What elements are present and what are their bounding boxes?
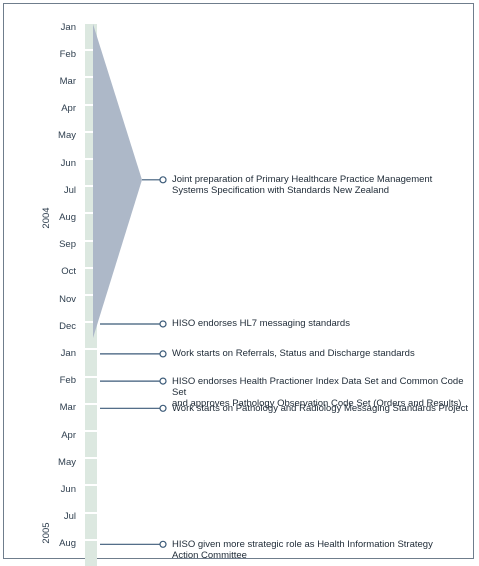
month-label: May bbox=[58, 130, 76, 142]
event-text-line: and approves Pathology Observation Code … bbox=[172, 397, 462, 409]
timeline-bar-segment bbox=[85, 540, 97, 566]
timeline-bar-segment bbox=[85, 459, 97, 485]
month-label: Aug bbox=[59, 538, 76, 550]
event-marker bbox=[159, 540, 167, 548]
month-label: Jan bbox=[60, 347, 76, 359]
event-description: HISO endorses Health Practioner Index Da… bbox=[172, 376, 479, 409]
month-label: Apr bbox=[61, 429, 76, 441]
month-label: Feb bbox=[59, 375, 76, 387]
event-marker bbox=[159, 377, 167, 385]
event-marker bbox=[159, 350, 167, 358]
timeline-bar-segment bbox=[85, 432, 97, 458]
range-wedge bbox=[93, 24, 142, 338]
event-text-line: Work starts on Pathology and Radiology M… bbox=[172, 402, 469, 414]
month-label: Jun bbox=[60, 157, 76, 169]
month-label: Aug bbox=[59, 211, 76, 223]
event-description: Joint preparation of Primary Healthcare … bbox=[172, 174, 432, 196]
event-text-line: HISO endorses Health Practioner Index Da… bbox=[172, 375, 464, 398]
month-label: Mar bbox=[59, 402, 76, 414]
event-text-line: HISO given more strategic role as Health… bbox=[172, 538, 433, 550]
timeline-bar-segment bbox=[85, 377, 97, 403]
event-description: HISO given more strategic role as Health… bbox=[172, 539, 433, 561]
month-label: Apr bbox=[61, 103, 76, 115]
event-text-line: Systems Specification with Standards New… bbox=[172, 185, 390, 197]
event-text-line: HISO endorses HL7 messaging standards bbox=[172, 318, 350, 330]
event-description: Work starts on Referrals, Status and Dis… bbox=[172, 348, 415, 359]
timeline-bar-segment bbox=[85, 350, 97, 376]
event-marker bbox=[159, 404, 167, 412]
figure-frame bbox=[3, 3, 474, 559]
month-label: Mar bbox=[59, 75, 76, 87]
timeline-bar-segment bbox=[85, 513, 97, 539]
event-marker bbox=[159, 320, 167, 328]
timeline-bar-segment bbox=[85, 404, 97, 430]
month-label: Jan bbox=[60, 21, 76, 33]
month-label: Jun bbox=[60, 483, 76, 495]
timeline-bar-segment bbox=[85, 486, 97, 512]
event-text-line: Work starts on Referrals, Status and Dis… bbox=[172, 348, 415, 360]
month-label: Jul bbox=[63, 184, 76, 196]
month-label: Sep bbox=[59, 239, 76, 251]
month-label: Jul bbox=[63, 511, 76, 523]
event-description: Work starts on Pathology and Radiology M… bbox=[172, 403, 468, 414]
month-label: Oct bbox=[61, 266, 76, 278]
event-text-line: Joint preparation of Primary Healthcare … bbox=[172, 174, 433, 186]
month-label: Dec bbox=[59, 320, 76, 332]
event-text-line: Action Committee bbox=[172, 549, 247, 561]
month-label: Nov bbox=[59, 293, 76, 305]
month-label: Feb bbox=[59, 48, 76, 60]
event-marker bbox=[159, 176, 167, 184]
event-description: HISO endorses HL7 messaging standards bbox=[172, 318, 350, 329]
month-label: May bbox=[58, 456, 76, 468]
